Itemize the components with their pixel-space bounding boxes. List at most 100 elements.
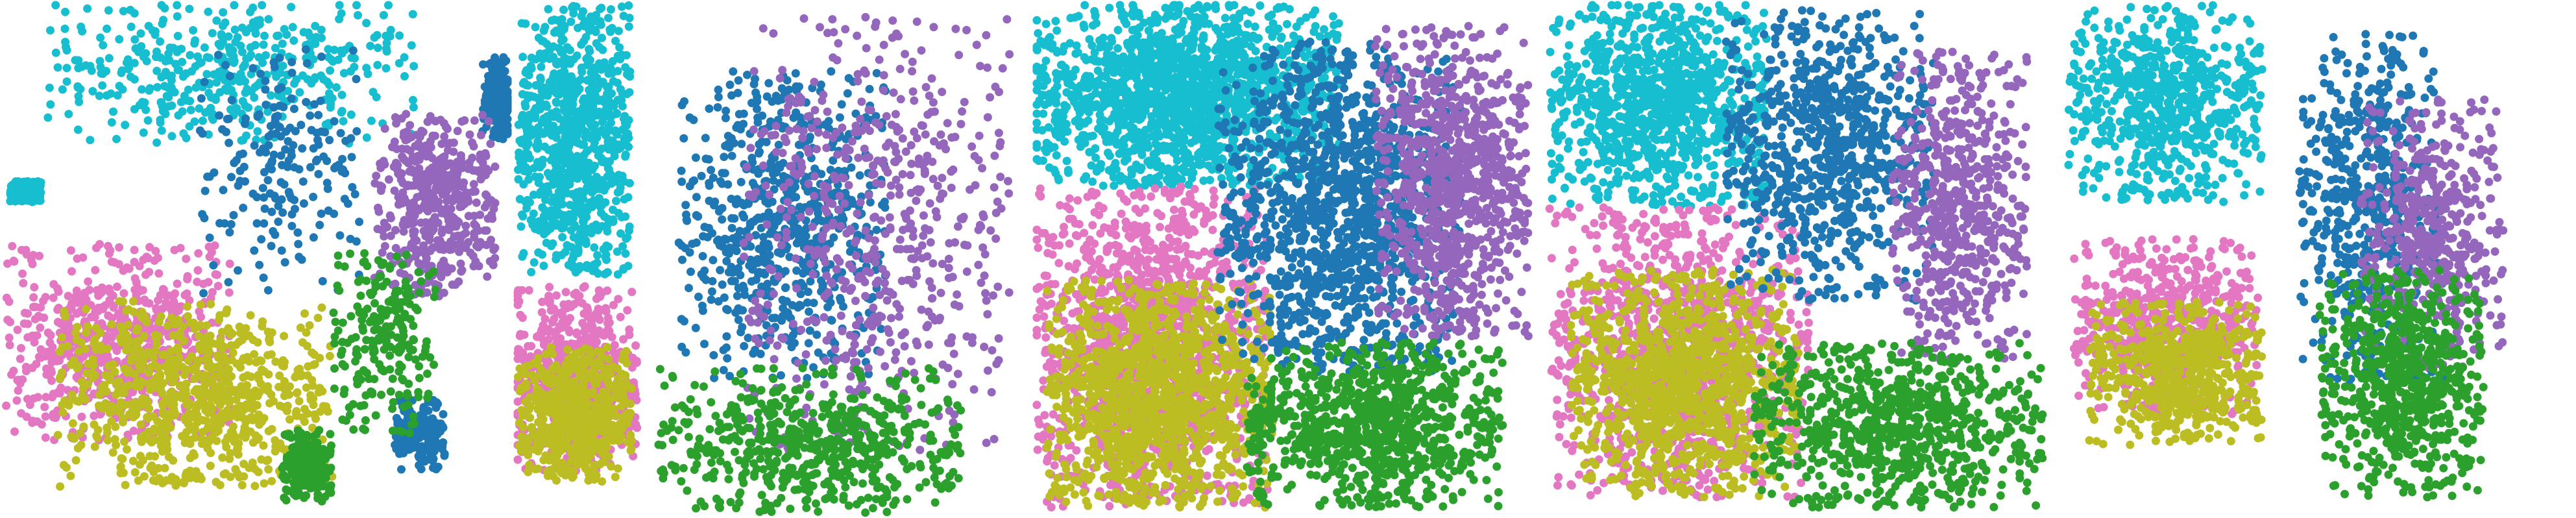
scatter-point [278,247,286,255]
scatter-point [91,266,99,275]
scatter-point [267,391,276,399]
scatter-point [314,314,322,322]
scatter-point [119,289,128,297]
scatter-point [289,141,297,149]
scatter-point [173,358,182,367]
scatter-point [413,152,422,160]
scatter-point [130,35,139,43]
scatter-point [413,204,421,212]
scatter-point [504,104,512,112]
scatter-point [63,64,71,72]
scatter-point [420,457,429,465]
scatter-point [10,427,19,436]
scatter-point [208,362,217,371]
scatter-point [174,45,182,54]
scatter-point [304,29,313,37]
scatter-point [85,286,93,294]
scatter-point [82,305,90,314]
scatter-point [120,365,128,373]
scatter-point [249,64,257,73]
scatter-point [324,184,332,193]
scatter-point [197,58,206,67]
scatter-point [58,333,66,341]
scatter-point [265,399,274,408]
scatter-point [138,362,146,370]
scatter-point [334,56,343,64]
scatter-point [395,193,403,201]
scatter-point [82,61,90,69]
scatter-point [216,481,225,489]
scatter-point [409,62,418,70]
scatter-point [196,344,204,352]
scatter-point [176,329,184,338]
scatter-point [247,311,255,319]
scatter-point [121,121,129,129]
scatter-point [311,40,319,48]
scatter-point [383,39,391,47]
scatter-point [293,388,302,397]
scatter-point [483,273,491,281]
scatter-point [36,323,44,332]
scatter-point [392,159,400,167]
scatter-point [117,454,126,463]
scatter-point [51,413,60,422]
scatter-point [326,352,334,360]
scatter-point [454,166,463,174]
scatter-point [33,331,42,339]
scatter-point [162,417,171,425]
scatter-point [61,38,69,46]
scatter-point [261,85,269,93]
scatter-point [195,332,203,340]
scatter-point [58,408,67,417]
scatter-point [171,372,180,380]
scatter-point [366,42,374,50]
scatter-point [432,429,441,438]
scatter-point [70,356,79,365]
scatter-point [452,222,460,230]
scatter-point [23,333,32,341]
scatter-point [468,154,476,162]
scatter-point [6,341,14,349]
scatter-point [485,117,493,125]
scatter-point [201,108,210,117]
scatter-point [152,373,161,382]
scatter-point [277,151,286,160]
scatter-point [105,333,114,341]
scatter-point [297,121,305,129]
scatter-point [47,376,56,385]
scatter-point [239,136,247,144]
scatter-point [74,125,82,134]
scatter-point [46,26,55,34]
scatter-point [56,373,65,381]
scatter-point [14,386,23,395]
scatter-point [427,437,435,445]
scatter-point [239,63,247,71]
scatter-point [19,279,27,288]
scatter-point [260,219,268,228]
scatter-point [42,293,50,301]
scatter-point [406,121,414,129]
scatter-point [273,32,281,40]
scatter-point [153,417,162,425]
scatter-point [182,254,190,263]
scatter-point [101,301,110,310]
scatter-point [468,188,477,196]
scatter-point [306,112,314,120]
scatter-point [60,461,68,469]
scatter-point [489,261,498,269]
scatter-point [385,175,393,184]
scatter-point [417,411,426,419]
scatter-point [391,226,400,234]
scatter-point [174,32,182,40]
scatter-point [300,199,308,208]
scatter-point [212,16,221,25]
scatter-point [128,369,136,377]
scatter-point [188,352,196,361]
scatter-point [271,44,280,53]
scatter-point [300,310,309,318]
scatter-point [280,403,288,412]
scatter-point [330,164,339,173]
scatter-point [53,284,62,293]
scatter-point [44,328,53,337]
scatter-point [352,127,361,136]
